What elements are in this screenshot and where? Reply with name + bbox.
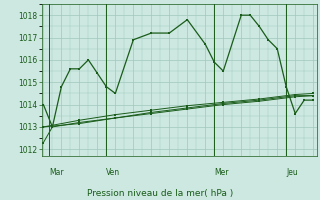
Text: Mar: Mar [49, 168, 63, 177]
Text: Mer: Mer [214, 168, 229, 177]
Text: Jeu: Jeu [286, 168, 298, 177]
Text: Pression niveau de la mer( hPa ): Pression niveau de la mer( hPa ) [87, 189, 233, 198]
Text: Ven: Ven [106, 168, 120, 177]
